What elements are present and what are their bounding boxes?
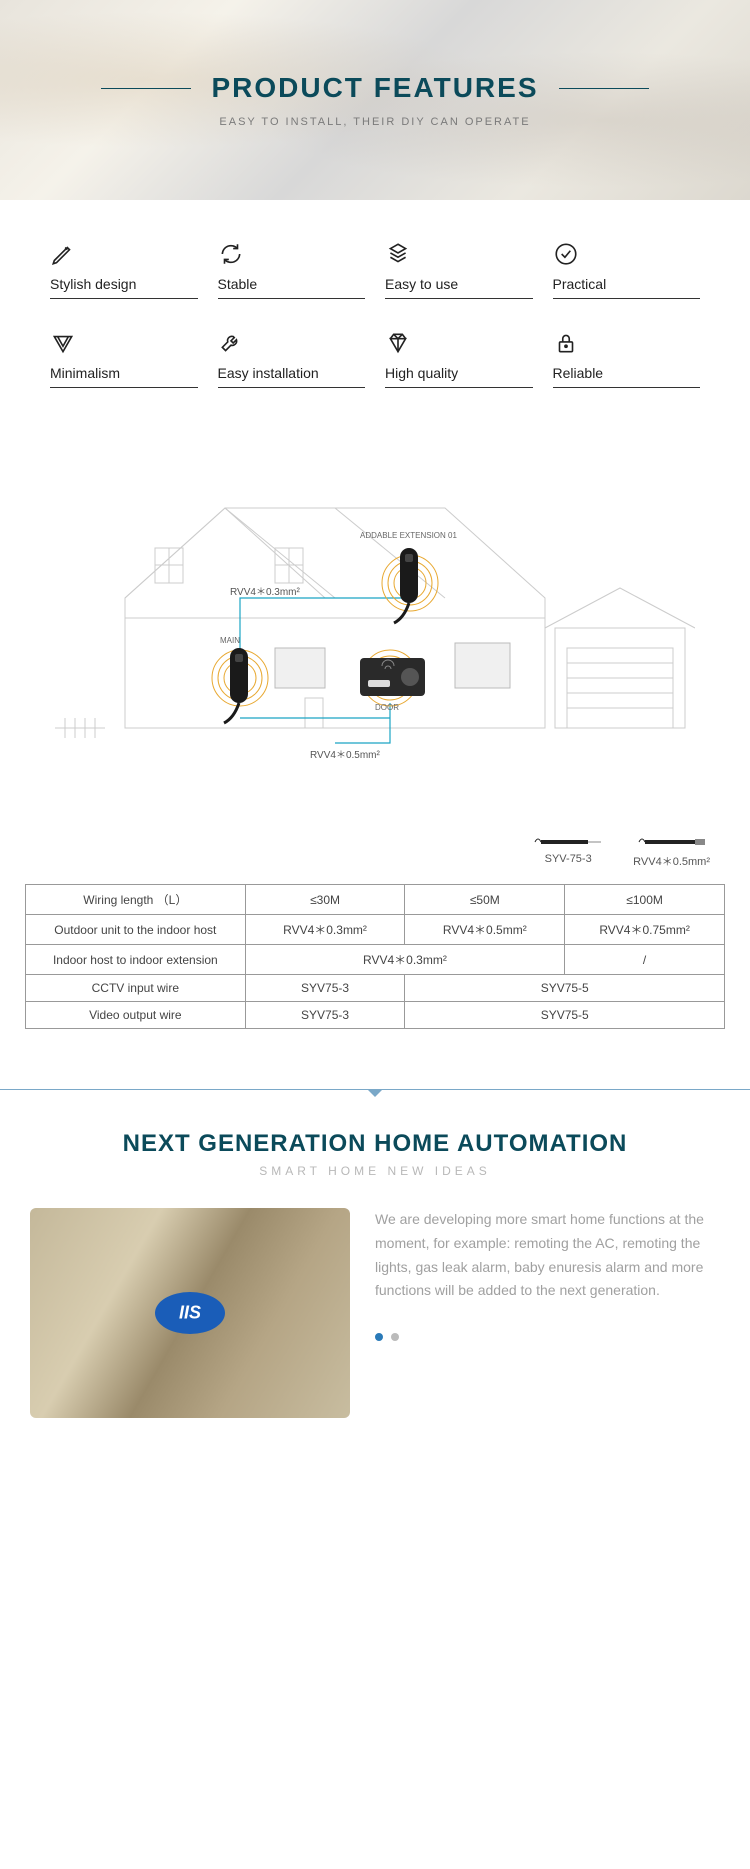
cable-label: SYV-75-3 — [533, 853, 603, 865]
table-cell: CCTV input wire — [26, 975, 246, 1002]
features-grid: Stylish design Stable Easy to use Practi… — [0, 200, 750, 418]
refresh-icon — [218, 240, 246, 268]
triangle-icon — [50, 329, 78, 357]
wrench-icon — [218, 329, 246, 357]
table-cell: RVV4＊0.3mm² — [245, 915, 405, 945]
check-circle-icon — [553, 240, 581, 268]
pencil-icon — [50, 240, 78, 268]
hero-title: PRODUCT FEATURES — [191, 72, 558, 104]
feature-stylish-design: Stylish design — [50, 240, 198, 299]
section2-title: NEXT GENERATION HOME AUTOMATION — [30, 1130, 720, 1158]
section2-subtitle: SMART HOME NEW IDEAS — [30, 1164, 720, 1178]
table-cell: RVV4＊0.5mm² — [405, 915, 565, 945]
feature-stable: Stable — [218, 240, 366, 299]
table-header-row: Wiring length （L） ≤30M ≤50M ≤100M — [26, 885, 725, 915]
feature-label: Practical — [553, 276, 701, 299]
table-cell: SYV75-3 — [245, 1002, 405, 1029]
table-cell: Indoor host to indoor extension — [26, 945, 246, 975]
cable-rvv: RVV4＊0.5mm² — [633, 838, 710, 869]
feature-label: Minimalism — [50, 365, 198, 388]
wiring-diagram: ADDABLE EXTENSION 01 MAIN DOOR RVV4＊0.3m… — [0, 418, 750, 838]
feature-easy-to-use: Easy to use — [385, 240, 533, 299]
lock-icon — [553, 329, 581, 357]
carousel-dots — [375, 1333, 720, 1341]
feature-minimalism: Minimalism — [50, 329, 198, 388]
hero-banner: PRODUCT FEATURES EASY TO INSTALL, THEIR … — [0, 0, 750, 200]
table-header: ≤50M — [405, 885, 565, 915]
table-cell: Video output wire — [26, 1002, 246, 1029]
hero-subtitle: EASY TO INSTALL, THEIR DIY CAN OPERATE — [219, 116, 530, 128]
cable-syv: SYV-75-3 — [533, 838, 603, 869]
next-gen-section: NEXT GENERATION HOME AUTOMATION SMART HO… — [0, 1089, 750, 1448]
diagram-label-main: MAIN — [220, 636, 240, 645]
feature-practical: Practical — [553, 240, 701, 299]
feature-label: Easy installation — [218, 365, 366, 388]
diamond-icon — [385, 329, 413, 357]
feature-reliable: Reliable — [553, 329, 701, 388]
section2-body-text: We are developing more smart home functi… — [375, 1208, 720, 1303]
table-row: CCTV input wire SYV75-3 SYV75-5 — [26, 975, 725, 1002]
cable-label: RVV4＊0.5mm² — [633, 853, 710, 869]
feature-label: Stable — [218, 276, 366, 299]
table-cell: RVV4＊0.75mm² — [565, 915, 725, 945]
carousel-dot[interactable] — [375, 1333, 383, 1341]
table-row: Indoor host to indoor extension RVV4＊0.3… — [26, 945, 725, 975]
carousel-dot[interactable] — [391, 1333, 399, 1341]
diagram-wire-bottom-label: RVV4＊0.5mm² — [310, 750, 381, 761]
table-header: ≤30M — [245, 885, 405, 915]
feature-label: Easy to use — [385, 276, 533, 299]
table-cell: SYV75-5 — [405, 975, 725, 1002]
table-header: Wiring length （L） — [26, 885, 246, 915]
table-cell: SYV75-5 — [405, 1002, 725, 1029]
wiring-table: Wiring length （L） ≤30M ≤50M ≤100M Outdoo… — [25, 884, 725, 1029]
feature-label: Reliable — [553, 365, 701, 388]
layers-icon — [385, 240, 413, 268]
table-row: Outdoor unit to the indoor host RVV4＊0.3… — [26, 915, 725, 945]
diagram-wire-top-label: RVV4＊0.3mm² — [230, 587, 301, 598]
table-row: Video output wire SYV75-3 SYV75-5 — [26, 1002, 725, 1029]
table-cell: Outdoor unit to the indoor host — [26, 915, 246, 945]
cable-legend: SYV-75-3 RVV4＊0.5mm² — [0, 838, 750, 884]
feature-high-quality: High quality — [385, 329, 533, 388]
feature-label: High quality — [385, 365, 533, 388]
table-cell: RVV4＊0.3mm² — [245, 945, 565, 975]
diagram-label-door: DOOR — [375, 703, 399, 712]
table-header: ≤100M — [565, 885, 725, 915]
table-cell: / — [565, 945, 725, 975]
feature-easy-installation: Easy installation — [218, 329, 366, 388]
table-cell: SYV75-3 — [245, 975, 405, 1002]
feature-label: Stylish design — [50, 276, 198, 299]
room-photo — [30, 1208, 350, 1418]
diagram-label-extension: ADDABLE EXTENSION 01 — [360, 531, 457, 540]
